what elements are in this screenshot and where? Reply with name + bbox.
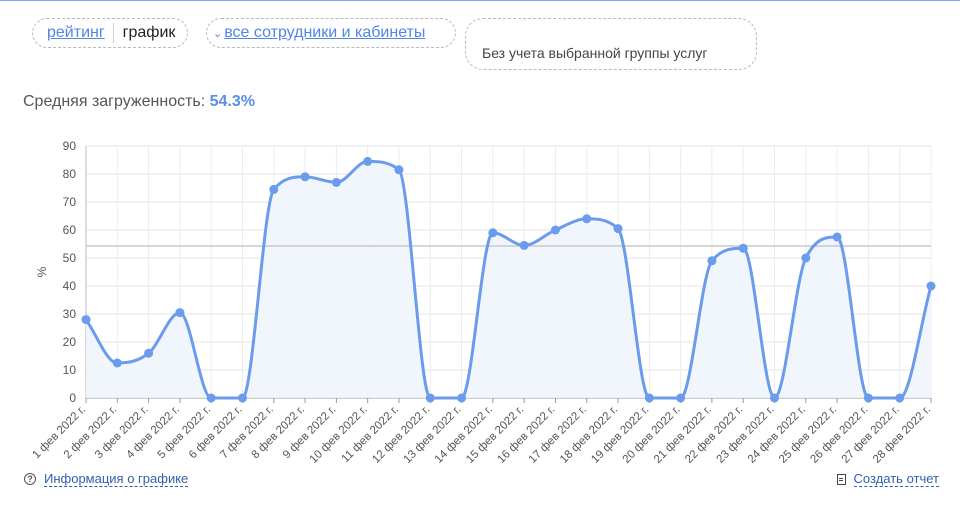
data-point[interactable] (331, 177, 341, 187)
create-report-link[interactable]: Создать отчет (853, 471, 939, 487)
x-tick-label: 22 фев 2022 г. (683, 404, 745, 465)
y-tick-label: 20 (63, 335, 77, 349)
chart-info-link[interactable]: Информация о графике (44, 471, 189, 487)
data-point[interactable] (613, 224, 623, 234)
x-tick-label: 12 фев 2022 г. (370, 404, 432, 465)
x-tick-label: 1 фев 2022 г. (30, 404, 88, 462)
top-border (0, 0, 960, 1)
chart-info[interactable]: ? Информация о графике (24, 471, 189, 487)
data-point[interactable] (582, 214, 592, 224)
y-tick-label: 0 (69, 391, 76, 405)
data-point[interactable] (144, 348, 154, 358)
x-tick-label: 14 фев 2022 г. (433, 404, 495, 465)
x-tick-label: 20 фев 2022 г. (621, 404, 683, 465)
y-tick-label: 10 (63, 363, 77, 377)
x-tick-label: 19 фев 2022 г. (589, 404, 651, 465)
create-report[interactable]: Создать отчет (836, 471, 939, 487)
service-group-filter[interactable]: Без учета выбранной группы услуг (465, 18, 757, 70)
data-point[interactable] (363, 156, 373, 166)
data-point[interactable] (81, 315, 91, 325)
x-tick-label: 15 фев 2022 г. (464, 404, 526, 465)
view-toggle: рейтинг график (32, 18, 189, 48)
document-icon (836, 473, 846, 485)
data-point[interactable] (269, 184, 279, 194)
data-point[interactable] (770, 393, 780, 403)
service-group-label: Без учета выбранной группы услуг (482, 45, 708, 61)
data-point[interactable] (644, 393, 654, 403)
y-tick-label: 80 (63, 167, 77, 181)
chart-tab[interactable]: график (122, 24, 176, 41)
x-tick-label: 27 фев 2022 г. (840, 404, 902, 465)
data-point[interactable] (488, 228, 498, 238)
x-tick-label: 21 фев 2022 г. (652, 404, 714, 465)
y-tick-label: 70 (63, 195, 77, 209)
rating-tab[interactable]: рейтинг (47, 24, 105, 41)
data-point[interactable] (707, 256, 717, 266)
y-tick-label: 50 (63, 251, 77, 265)
x-tick-label: 24 фев 2022 г. (746, 404, 808, 465)
data-point[interactable] (801, 253, 811, 263)
data-point[interactable] (457, 393, 467, 403)
data-point[interactable] (832, 232, 842, 242)
data-point[interactable] (300, 172, 310, 182)
x-tick-label: 25 фев 2022 г. (777, 404, 839, 465)
data-point[interactable] (738, 243, 748, 253)
x-tick-label: 16 фев 2022 г. (495, 404, 557, 465)
toggle-divider (112, 23, 114, 43)
chart-area-fill (86, 161, 931, 398)
x-tick-label: 26 фев 2022 г. (808, 404, 870, 465)
data-point[interactable] (394, 165, 404, 175)
y-tick-label: 30 (63, 307, 77, 321)
x-tick-label: 23 фев 2022 г. (714, 404, 776, 465)
data-point[interactable] (425, 393, 435, 403)
staff-filter[interactable]: ⌄ все сотрудники и кабинеты (206, 18, 456, 48)
chevron-down-icon: ⌄ (213, 27, 223, 40)
y-tick-label: 60 (63, 223, 77, 237)
data-point[interactable] (863, 393, 873, 403)
staff-filter-label[interactable]: все сотрудники и кабинеты (224, 24, 426, 41)
data-point[interactable] (550, 225, 560, 235)
question-circle-icon: ? (24, 473, 36, 485)
data-point[interactable] (175, 308, 185, 318)
x-tick-label: 13 фев 2022 г. (402, 404, 464, 465)
average-load: Средняя загруженность: 54.3% (23, 93, 255, 111)
data-point[interactable] (237, 393, 247, 403)
y-axis-label: % (35, 266, 49, 277)
data-point[interactable] (895, 393, 905, 403)
x-tick-label: 17 фев 2022 г. (527, 404, 589, 465)
y-tick-label: 40 (63, 279, 77, 293)
y-tick-label: 90 (63, 139, 77, 153)
data-point[interactable] (519, 240, 529, 250)
data-point[interactable] (926, 281, 936, 291)
data-point[interactable] (112, 358, 122, 368)
average-load-value: 54.3% (209, 93, 256, 110)
average-load-label: Средняя загруженность: (23, 93, 206, 110)
data-point[interactable] (206, 393, 216, 403)
x-tick-label: 28 фев 2022 г. (871, 404, 933, 465)
x-tick-label: 10 фев 2022 г. (308, 404, 370, 465)
x-tick-label: 18 фев 2022 г. (558, 404, 620, 465)
data-point[interactable] (676, 393, 686, 403)
